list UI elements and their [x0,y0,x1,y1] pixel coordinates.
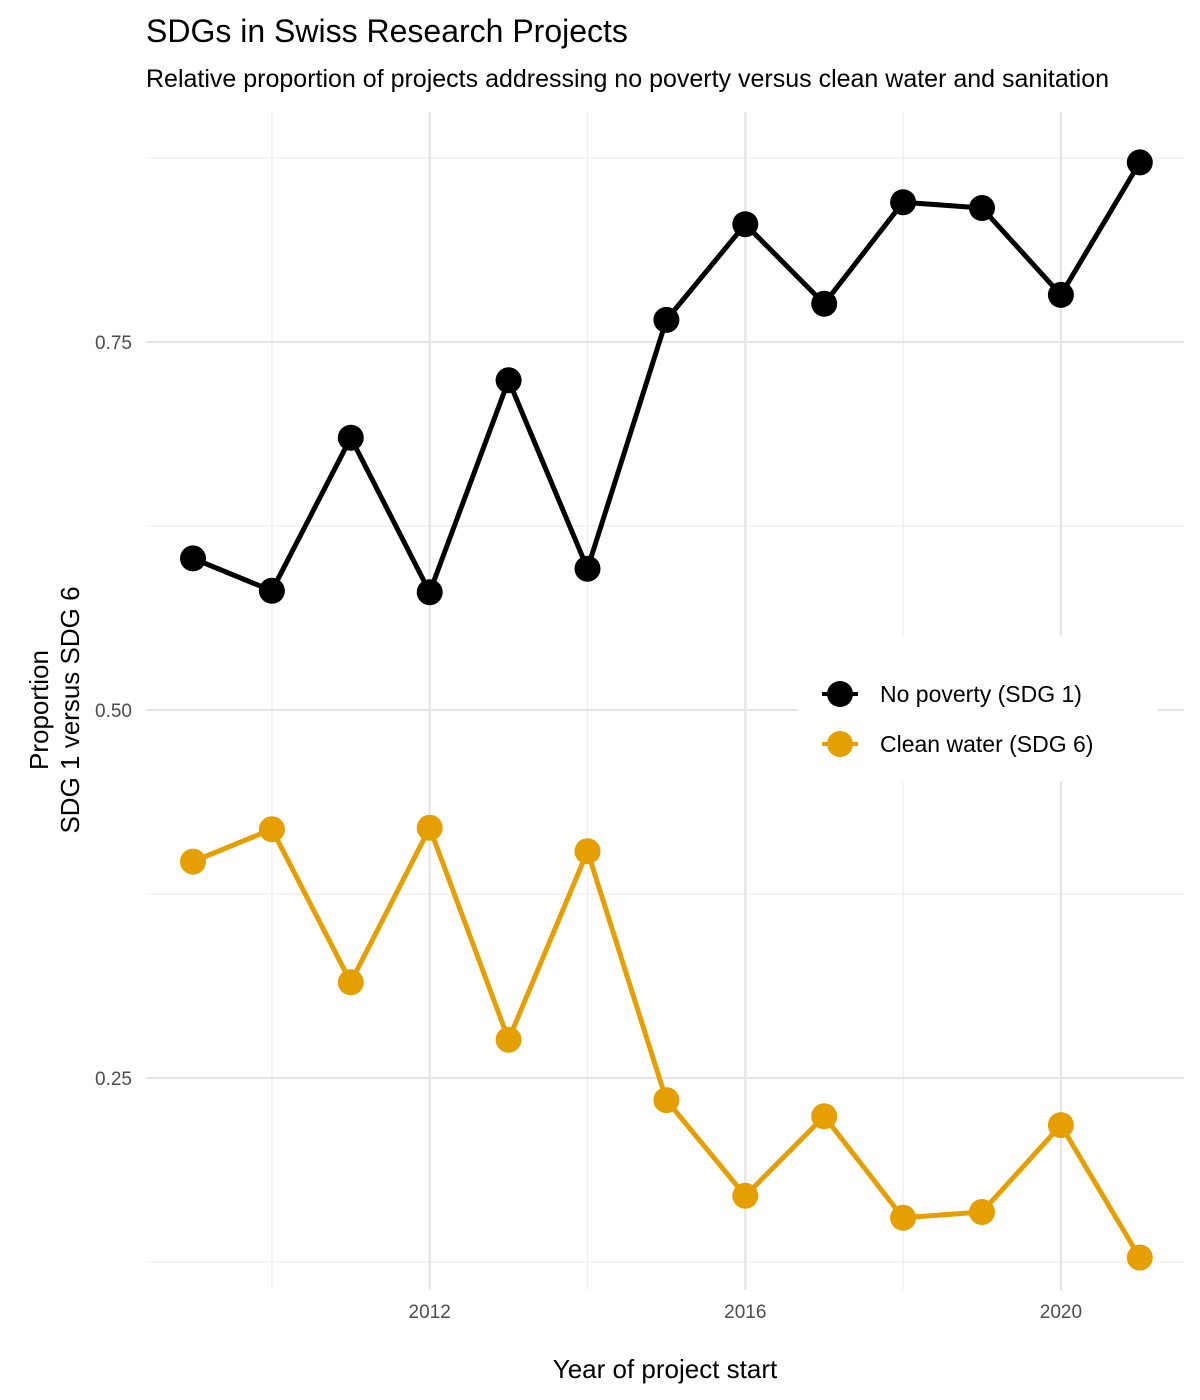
data-point-series-1 [732,211,759,238]
y-tick-label: 0.75 [95,333,132,354]
series-line-2 [190,825,1143,1261]
data-point-series-2 [890,1204,917,1231]
data-point-series-1 [1126,149,1153,176]
grid-minor-y [146,157,1184,1263]
y-axis-ticks: 0.25 0.50 0.75 [95,333,132,1090]
x-tick-label: 2016 [724,1302,766,1323]
data-point-series-2 [258,816,285,843]
data-point-series-1 [495,367,522,394]
data-point-series-1 [811,290,838,317]
data-point-series-2 [416,814,443,841]
series-line-1 [190,159,1143,595]
data-point-series-2 [732,1182,759,1209]
data-point-series-2 [574,838,601,865]
y-tick-label: 0.50 [95,701,132,722]
legend: No poverty (SDG 1) Clean water (SDG 6) [798,636,1158,782]
y-tick-label: 0.25 [95,1069,132,1090]
data-point-series-2 [811,1103,838,1130]
data-point-series-1 [180,545,206,572]
legend-label-sdg6: Clean water (SDG 6) [880,731,1093,757]
data-point-series-1 [890,189,917,216]
data-point-series-1 [1047,281,1074,308]
data-point-series-2 [969,1199,995,1225]
chart-subtitle: Relative proportion of projects addressi… [146,65,1109,93]
data-point-series-2 [337,969,364,996]
data-point-series-1 [653,306,680,333]
series-2 [180,814,1153,1271]
data-point-series-1 [969,195,995,221]
legend-item-sdg6: Clean water (SDG 6) [822,731,1093,757]
legend-key-point-sdg1 [827,681,853,707]
legend-key-point-sdg6 [827,731,853,757]
y-axis-title-line-2: SDG 1 versus SDG 6 [55,586,85,833]
data-point-series-2 [1047,1112,1074,1139]
series-1 [180,149,1153,606]
x-tick-label: 2012 [409,1302,451,1323]
data-point-series-1 [337,424,364,451]
data-point-series-2 [495,1026,522,1053]
chart-title: SDGs in Swiss Research Projects [146,13,628,49]
legend-item-sdg1: No poverty (SDG 1) [822,681,1082,707]
data-point-series-1 [416,579,443,606]
x-axis-title: Year of project start [553,1354,778,1384]
legend-background [798,636,1158,782]
data-point-series-1 [258,577,285,604]
data-point-series-2 [653,1087,680,1114]
legend-label-sdg1: No poverty (SDG 1) [880,681,1082,707]
series-layer [180,149,1153,1271]
data-point-series-1 [574,555,601,582]
y-axis-title-line-1: Proportion [24,650,54,770]
data-point-series-2 [1126,1244,1153,1271]
data-point-series-2 [180,848,206,875]
x-tick-label: 2020 [1040,1302,1082,1323]
y-axis-title: Proportion SDG 1 versus SDG 6 [24,586,85,833]
x-axis-ticks: 2012 2016 2020 [409,1302,1082,1323]
